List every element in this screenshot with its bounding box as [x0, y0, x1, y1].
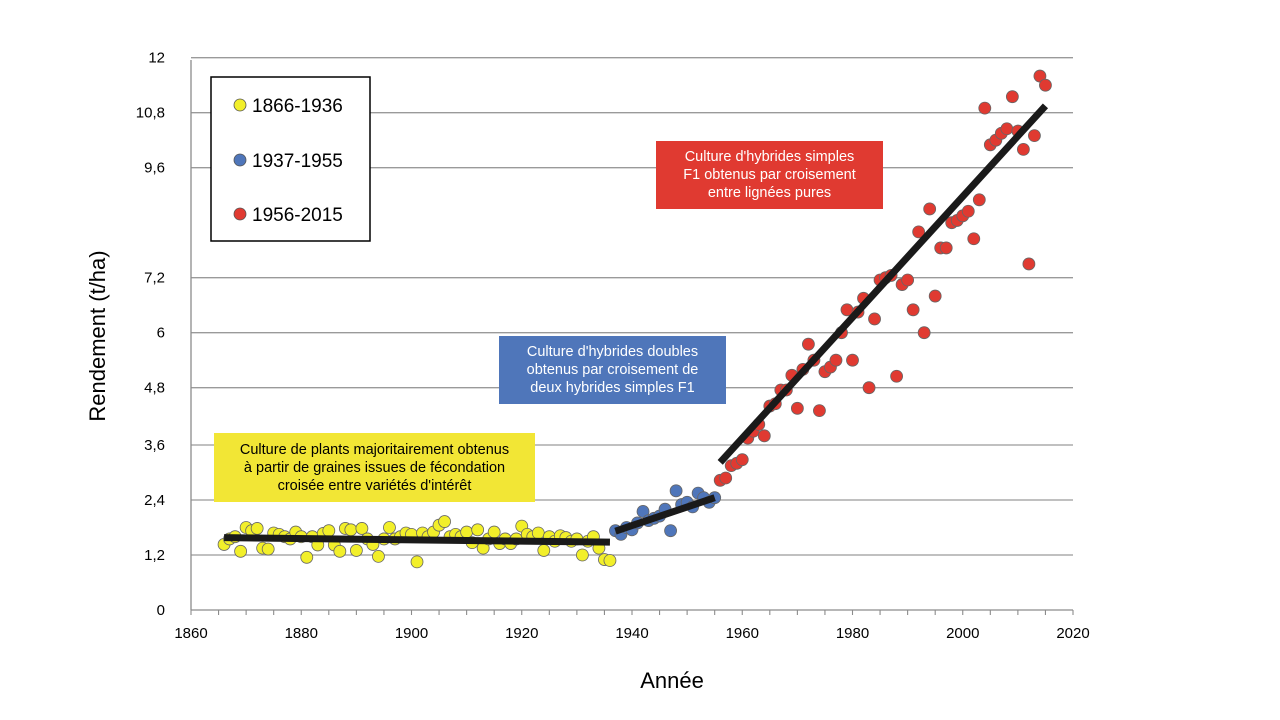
y-axis-title: Rendement (t/ha) — [85, 250, 110, 421]
data-point — [487, 525, 501, 539]
data-point — [1022, 257, 1036, 271]
data-point — [234, 544, 248, 558]
data-point — [961, 204, 975, 218]
data-point — [261, 542, 275, 556]
data-point — [333, 544, 347, 558]
data-point — [1016, 142, 1030, 156]
data-point — [1005, 90, 1019, 104]
y-tick-label: 10,8 — [136, 105, 165, 122]
x-tick-label: 1920 — [505, 625, 538, 642]
data-point — [322, 524, 336, 538]
data-point — [735, 453, 749, 467]
data-point — [300, 550, 314, 564]
y-tick-label: 9,6 — [144, 160, 165, 177]
annotation-open-pollination: Culture de plants majoritairement obtenu… — [214, 433, 535, 502]
x-axis-title: Année — [640, 668, 704, 693]
data-point — [939, 241, 953, 255]
data-point — [410, 555, 424, 569]
legend-label-1866-1936: 1866-1936 — [252, 96, 343, 117]
data-point — [978, 101, 992, 115]
x-tick-label: 1880 — [285, 625, 318, 642]
data-point — [471, 523, 485, 537]
x-tick-label: 1900 — [395, 625, 428, 642]
x-tick-label: 1860 — [174, 625, 207, 642]
data-point — [603, 554, 617, 567]
y-tick-label: 0 — [157, 602, 165, 619]
data-point — [1039, 78, 1052, 92]
tick-labels: 0 1,2 2,4 3,6 4,8 6 7,2 9,6 10,8 12 1860 1880 1900 19… — [136, 50, 1090, 642]
data-point — [438, 515, 451, 528]
data-point — [531, 526, 545, 540]
data-point — [790, 401, 804, 415]
y-tick-label: 4,8 — [144, 380, 165, 397]
legend-label-1937-1955: 1937-1955 — [252, 151, 343, 172]
x-tick-label: 2020 — [1056, 625, 1089, 642]
x-tick-label: 1940 — [615, 625, 648, 642]
data-point — [250, 522, 264, 535]
y-tick-label: 2,4 — [144, 492, 165, 509]
legend-label-1956-2015: 1956-2015 — [252, 205, 343, 226]
legend-marker-1937-1955 — [233, 153, 247, 167]
data-point — [917, 326, 931, 340]
y-tick-label: 3,6 — [144, 437, 165, 454]
data-point — [575, 548, 589, 562]
data-point — [923, 202, 937, 216]
data-point — [846, 353, 859, 367]
trend-line — [717, 103, 1049, 465]
y-tick-label: 6 — [157, 325, 165, 342]
data-point — [344, 523, 358, 537]
legend-marker-1956-2015 — [233, 207, 247, 221]
data-point — [906, 303, 920, 317]
data-point — [967, 232, 981, 246]
data-point — [719, 471, 733, 485]
annotation-double-hybrids: Culture d'hybrides doubles obtenus par c… — [499, 336, 726, 404]
data-point — [1028, 129, 1041, 143]
y-tick-label: 7,2 — [144, 270, 165, 287]
data-point — [868, 312, 881, 326]
data-point — [664, 524, 677, 538]
data-point — [802, 337, 815, 351]
legend: 1866-1936 1937-1955 1956-2015 — [210, 76, 371, 242]
trend-line — [224, 534, 610, 546]
data-point — [383, 521, 396, 534]
data-point — [972, 193, 986, 207]
data-point — [912, 225, 926, 239]
data-point — [813, 404, 826, 418]
x-tick-label: 2000 — [946, 625, 979, 642]
data-point — [349, 544, 363, 557]
data-point — [890, 369, 903, 383]
data-point — [355, 522, 369, 535]
data-point — [537, 544, 551, 557]
x-tick-label: 1960 — [726, 625, 759, 642]
legend-marker-1866-1936 — [233, 98, 247, 112]
data-point — [1000, 122, 1014, 136]
x-tick-label: 1980 — [836, 625, 869, 642]
y-tick-label: 12 — [148, 50, 165, 67]
data-point — [928, 289, 942, 303]
data-point — [669, 484, 683, 498]
trend-line — [614, 494, 716, 535]
data-point — [460, 525, 474, 539]
trend-lines — [224, 103, 1049, 546]
axes — [190, 60, 1074, 615]
data-point — [372, 549, 385, 563]
data-point — [829, 353, 843, 367]
y-tick-label: 1,2 — [144, 547, 165, 564]
annotation-single-hybrids: Culture d'hybrides simples F1 obtenus pa… — [656, 141, 883, 209]
data-point — [901, 273, 915, 287]
data-point — [757, 429, 771, 443]
data-point — [862, 381, 876, 395]
